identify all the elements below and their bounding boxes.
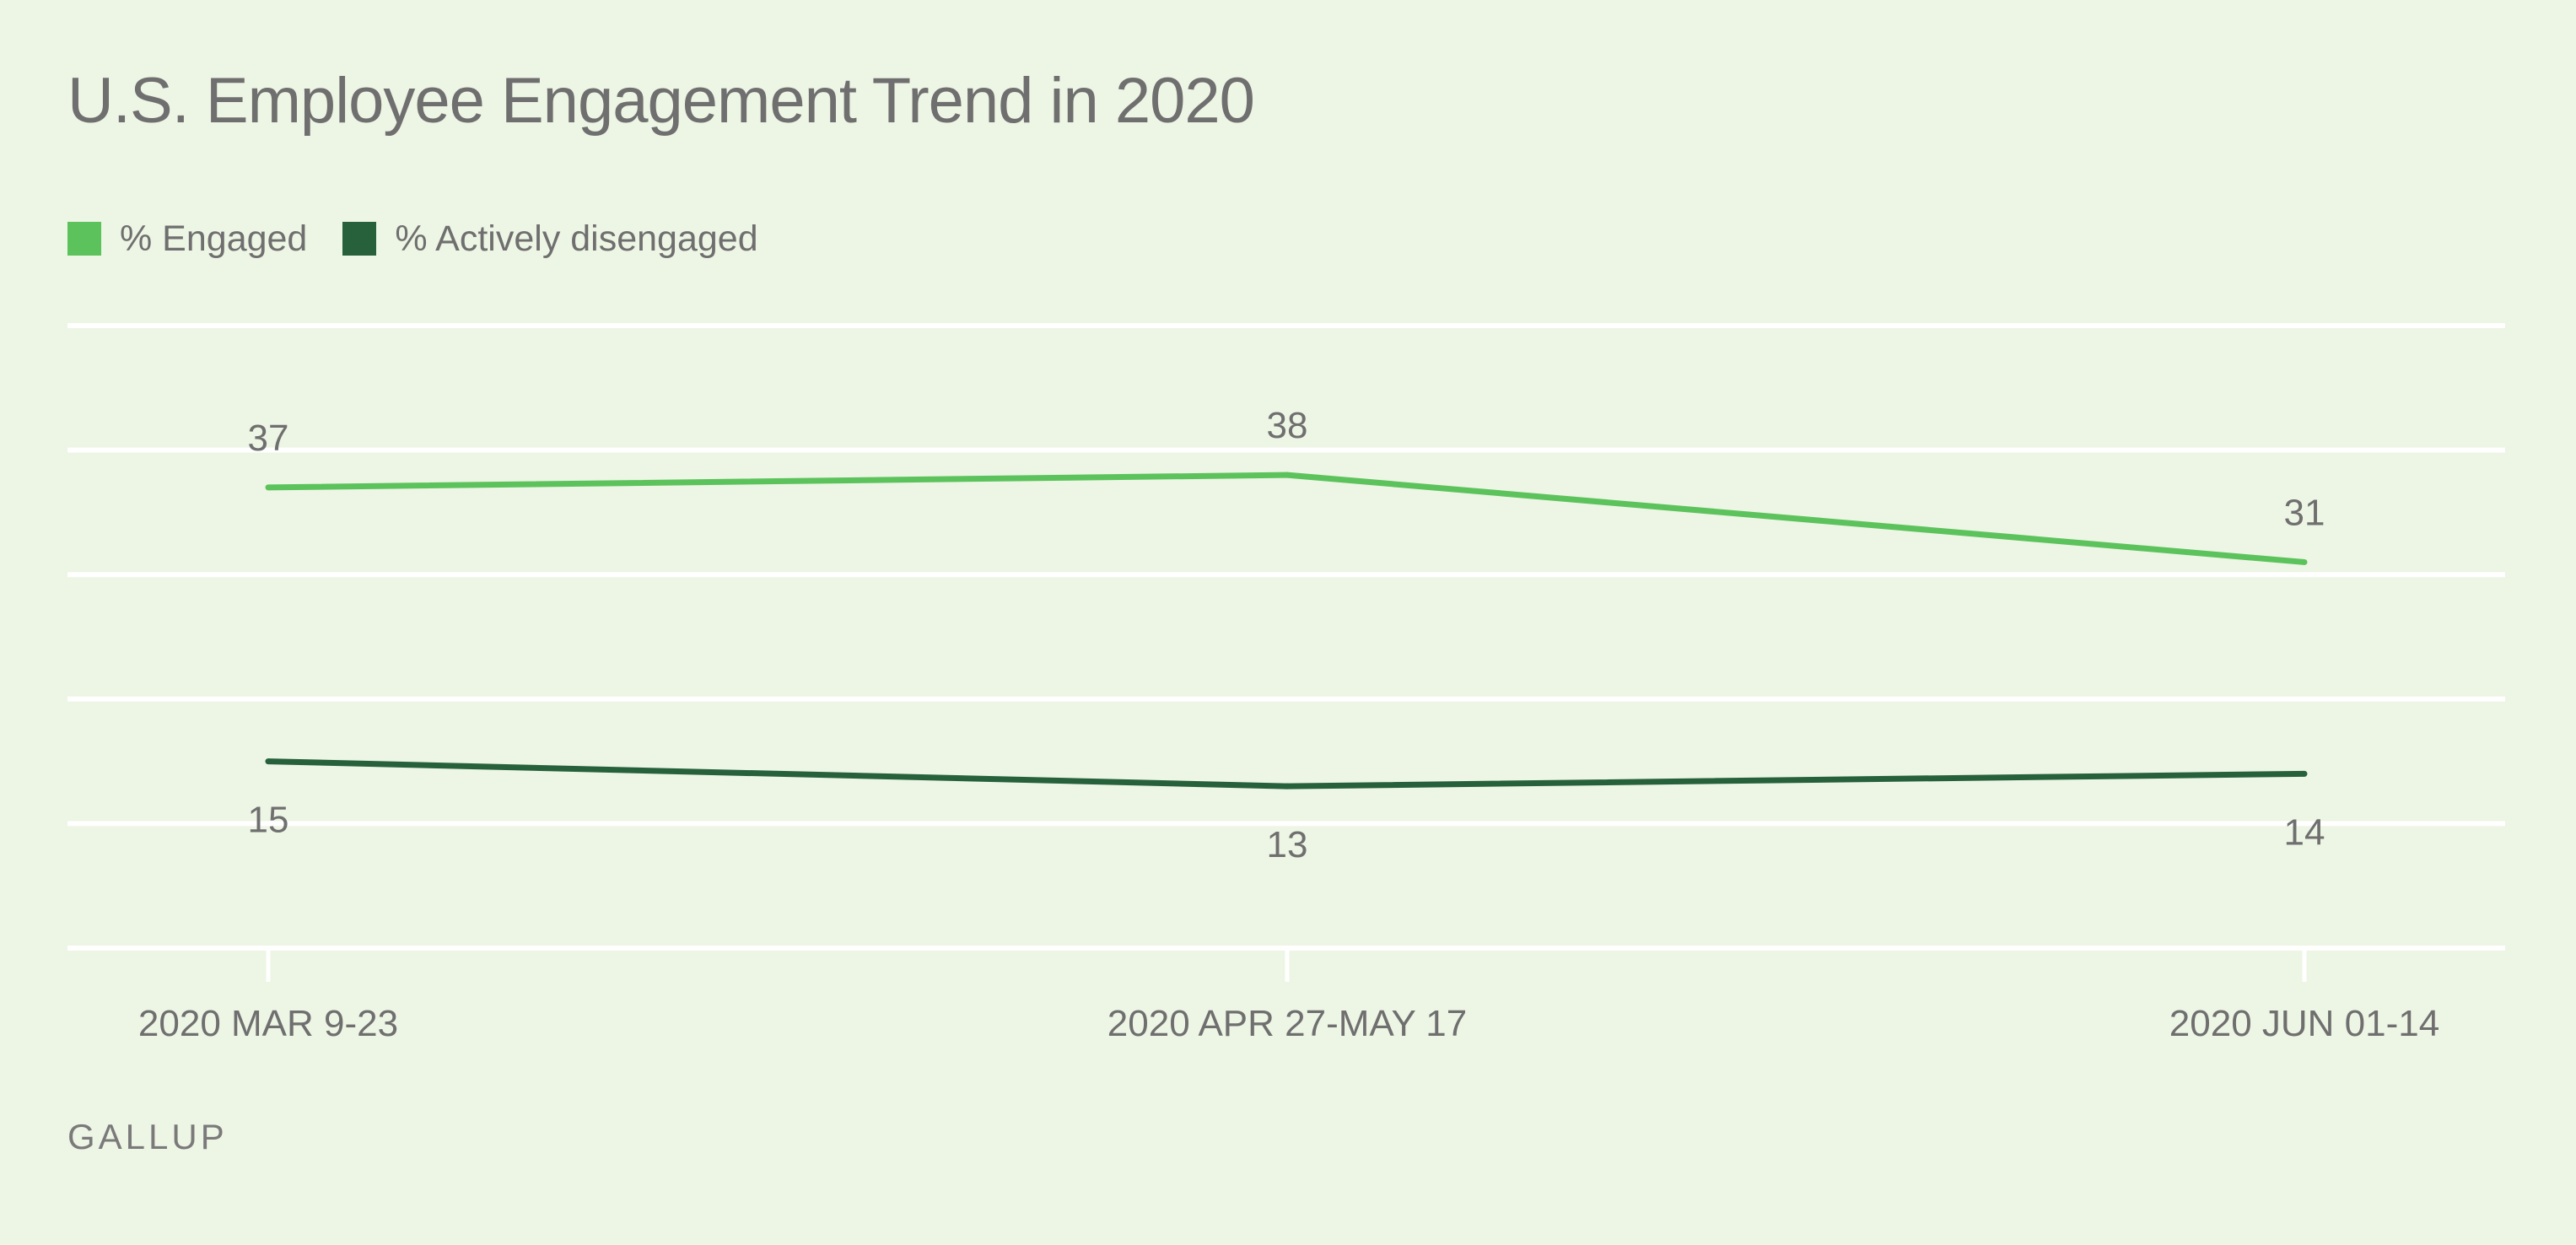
data-point [2301,558,2308,565]
chart-legend: % Engaged % Actively disengaged [67,218,758,260]
data-label: 15 [248,800,289,841]
data-point [1284,472,1291,478]
data-point [1284,783,1291,790]
data-label: 13 [1267,824,1308,865]
legend-label-disengaged: % Actively disengaged [395,218,758,259]
legend-label-engaged: % Engaged [120,218,308,259]
series-line-engaged [267,472,2305,565]
data-point [265,758,272,765]
legend-swatch-disengaged [342,222,377,256]
chart-title: U.S. Employee Engagement Trend in 2020 [67,65,1255,137]
data-label: 31 [2284,492,2325,533]
legend-item-engaged: % Engaged [67,218,307,260]
x-tick-label: 2020 JUN 01-14 [2169,1003,2439,1044]
source-label: GALLUP [67,1117,228,1156]
series-line-disengaged [267,758,2305,790]
data-label: 37 [248,418,289,459]
legend-swatch-engaged [67,222,101,256]
x-tick-label: 2020 MAR 9-23 [138,1003,398,1044]
data-label: 38 [1267,405,1308,446]
data-point [2301,770,2308,777]
data-point [265,484,272,491]
legend-item-disengaged: % Actively disengaged [342,218,758,260]
x-tick-label: 2020 APR 27-MAY 17 [1107,1003,1467,1044]
data-label: 14 [2284,811,2325,853]
